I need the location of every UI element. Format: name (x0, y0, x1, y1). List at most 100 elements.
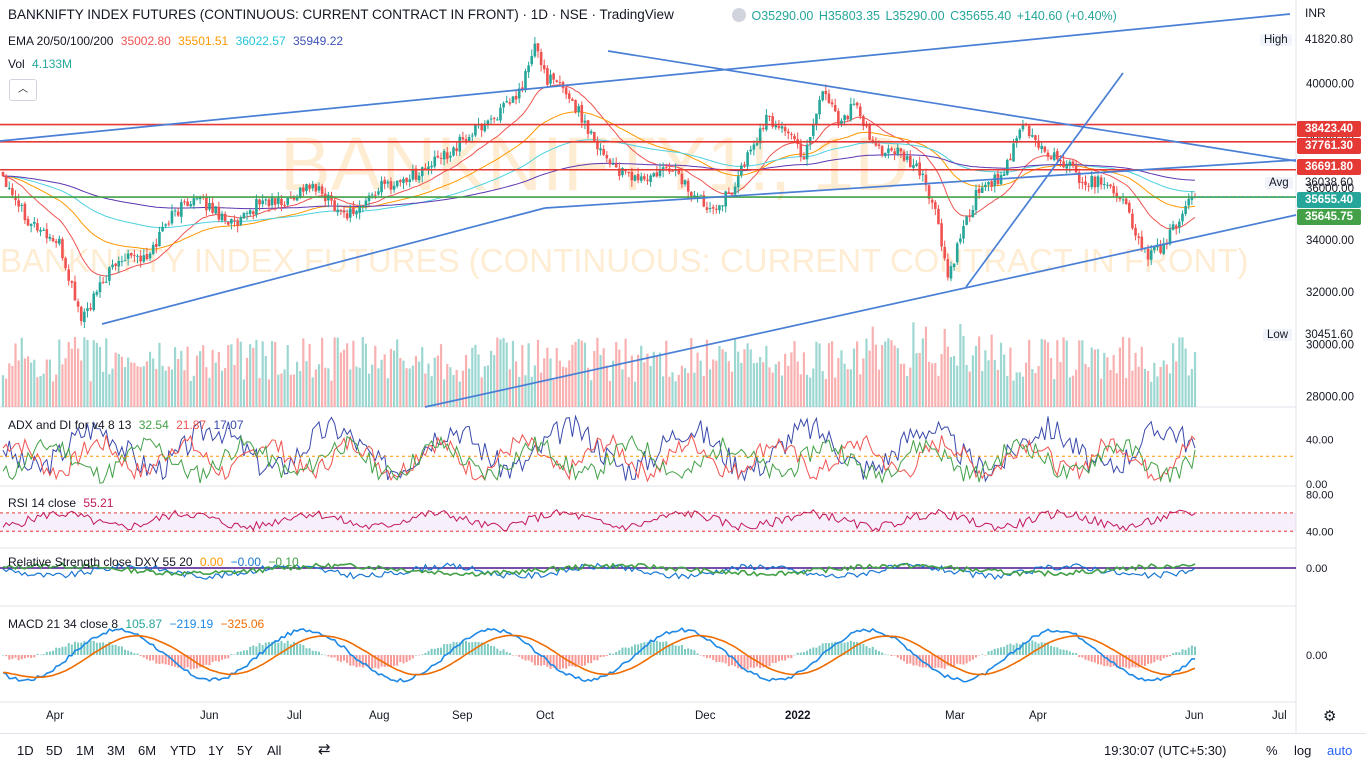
candle-body (580, 104, 584, 123)
tf-3m[interactable]: 3M (107, 743, 126, 758)
volume-bar (123, 367, 127, 407)
tf-all[interactable]: All (267, 743, 282, 758)
macd-histogram-bar (368, 655, 371, 668)
macd-histogram-bar (443, 644, 446, 655)
candle-body (849, 104, 853, 120)
tf-6m[interactable]: 6M (138, 743, 157, 758)
volume-bar (208, 377, 211, 407)
percent-toggle[interactable]: % (1266, 743, 1278, 758)
log-toggle[interactable]: log (1294, 743, 1312, 758)
tf-5d[interactable]: 5D (46, 743, 63, 758)
macd-histogram-bar (202, 655, 205, 666)
macd-histogram-bar (1034, 641, 1037, 655)
collapse-legend-button[interactable]: ︿ (9, 79, 37, 101)
macd-histogram-bar (762, 655, 765, 668)
price-tick-label: 30000.00 (1306, 339, 1354, 351)
volume-bar (671, 372, 674, 407)
candle-body (29, 224, 33, 226)
rsi-legend[interactable]: RSI 14 close 55.21 (8, 496, 117, 510)
candle-body (283, 204, 286, 206)
volume-bar (818, 343, 821, 407)
candle-body (605, 155, 609, 159)
macd-histogram-bar (687, 648, 690, 655)
candle-body (480, 124, 483, 131)
macd-legend[interactable]: MACD 21 34 close 8 105.87 −219.19 −325.0… (8, 617, 268, 631)
volume-bar (280, 373, 283, 407)
tf-1d[interactable]: 1D (17, 743, 34, 758)
macd-histogram-bar (652, 642, 655, 655)
volume-bar (996, 369, 999, 407)
adx-legend[interactable]: ADX and DI for v4 8 13 32.54 21.87 17.07 (8, 418, 248, 432)
macd-histogram-bar (740, 655, 743, 670)
volume-bar (533, 365, 536, 407)
ema-legend[interactable]: EMA 20/50/100/200 35002.80 35501.51 3602… (8, 34, 347, 48)
macd-histogram-bar (987, 651, 990, 655)
volume-bar (1034, 373, 1037, 407)
volume-bar (924, 326, 928, 407)
candle-body (571, 99, 574, 101)
volume-legend[interactable]: Vol 4.133M (8, 57, 76, 71)
candle-body (67, 269, 71, 281)
currency-label[interactable]: INR (1305, 6, 1326, 20)
volume-bar (799, 374, 802, 407)
rs-value-3: −0.10 (268, 555, 299, 569)
macd-histogram-bar (821, 643, 824, 655)
macd-histogram-bar (974, 655, 977, 658)
candle-body (167, 223, 171, 225)
candle-body (793, 135, 796, 140)
macd-histogram-bar (724, 655, 727, 664)
auto-toggle[interactable]: auto (1327, 743, 1353, 758)
volume-bar (148, 351, 152, 407)
candle-body (164, 224, 167, 226)
macd-histogram-bar (1118, 655, 1121, 668)
eye-icon[interactable] (732, 8, 746, 22)
candle-body (273, 198, 277, 205)
symbol-title[interactable]: BANKNIFTY INDEX FUTURES (CONTINUOUS: CUR… (8, 7, 674, 22)
volume-bar (871, 326, 874, 407)
tf-ytd[interactable]: YTD (170, 743, 196, 758)
candle-body (799, 143, 803, 157)
candle-body (962, 226, 965, 239)
candle-body (142, 255, 146, 262)
candle-body (718, 205, 721, 211)
candle-body (76, 301, 80, 307)
candle-body (705, 207, 709, 210)
candle-body (1065, 165, 1069, 169)
volume-bar (962, 335, 965, 407)
date-range-icon[interactable]: ⇄ (318, 741, 331, 758)
tf-1y[interactable]: 1Y (208, 743, 224, 758)
tf-1m[interactable]: 1M (76, 743, 95, 758)
candle-body (292, 196, 296, 200)
volume-bar (430, 376, 433, 407)
candle-body (671, 170, 674, 172)
macd-histogram-bar (946, 655, 949, 666)
volume-bar (424, 373, 427, 407)
volume-bar (255, 339, 258, 407)
macd-histogram-bar (111, 644, 114, 655)
candle-body (1034, 135, 1037, 140)
volume-bar (89, 381, 92, 407)
tf-5y[interactable]: 5Y (237, 743, 253, 758)
candle-body (386, 181, 390, 184)
macd-histogram-bar (959, 655, 962, 665)
volume-bar (693, 372, 696, 407)
clock-time[interactable]: 19:30:07 (UTC+5:30) (1104, 743, 1227, 758)
rs-legend[interactable]: Relative Strength close DXY 55 20 0.00 −… (8, 555, 303, 569)
macd-histogram-bar (768, 655, 771, 667)
candle-body (136, 255, 139, 257)
candle-body (727, 191, 731, 193)
candle-body (683, 180, 687, 185)
candle-body (1121, 199, 1125, 201)
ema100-line (2, 139, 1196, 229)
candle-body (258, 199, 261, 205)
volume-bar (464, 354, 468, 407)
macd-histogram-bar (953, 655, 956, 667)
candle-body (461, 137, 465, 140)
volume-bar (30, 362, 33, 407)
macd-histogram-bar (1143, 655, 1146, 667)
macd-histogram-bar (978, 655, 981, 656)
volume-bar (909, 367, 912, 407)
volume-bar (999, 342, 1003, 407)
volume-bar (627, 377, 630, 407)
